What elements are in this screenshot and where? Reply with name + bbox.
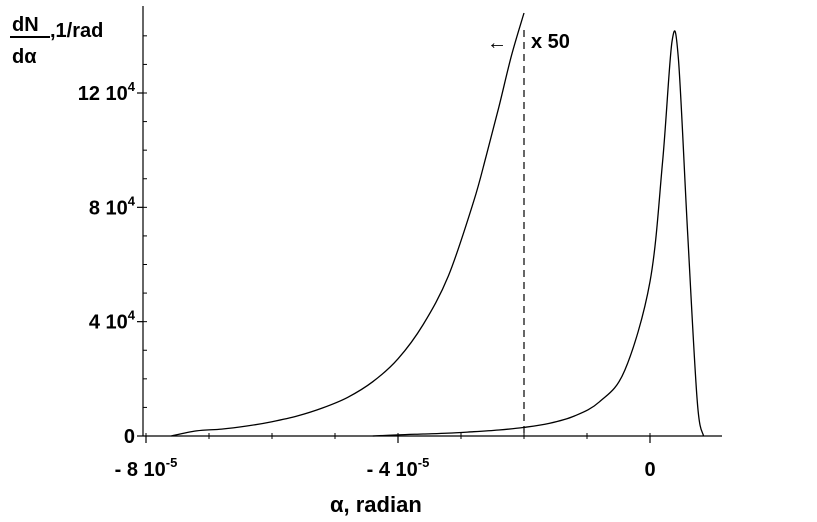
x-tick-label: 0	[644, 459, 655, 481]
series-line-1	[171, 12, 525, 437]
labels: dN dα ,1/rad α, radian	[10, 14, 422, 517]
ticks: - 8 10-5 - 4 10-5 0 0 4 104 8 104 12 104	[78, 35, 656, 481]
annotation-label: x 50	[531, 31, 570, 53]
series-line-2	[372, 30, 705, 437]
x-tick-label: - 4 10-5	[367, 455, 430, 481]
y-axis-label-unit: ,1/rad	[50, 20, 103, 42]
y-tick-label: 12 104	[78, 79, 136, 105]
y-axis-label-denominator: dα	[12, 46, 37, 68]
x-tick-label: - 8 10-5	[115, 455, 178, 481]
x-axis-label: α, radian	[330, 492, 422, 517]
y-axis-label-numerator: dN	[12, 14, 39, 36]
annotation: ← x 50	[487, 30, 570, 436]
y-tick-label: 4 104	[89, 308, 136, 334]
curves	[171, 12, 705, 437]
y-tick-label: 0	[124, 426, 135, 448]
annotation-arrow: ←	[487, 32, 507, 54]
y-tick-label: 8 104	[89, 193, 136, 219]
axes	[142, 6, 722, 437]
